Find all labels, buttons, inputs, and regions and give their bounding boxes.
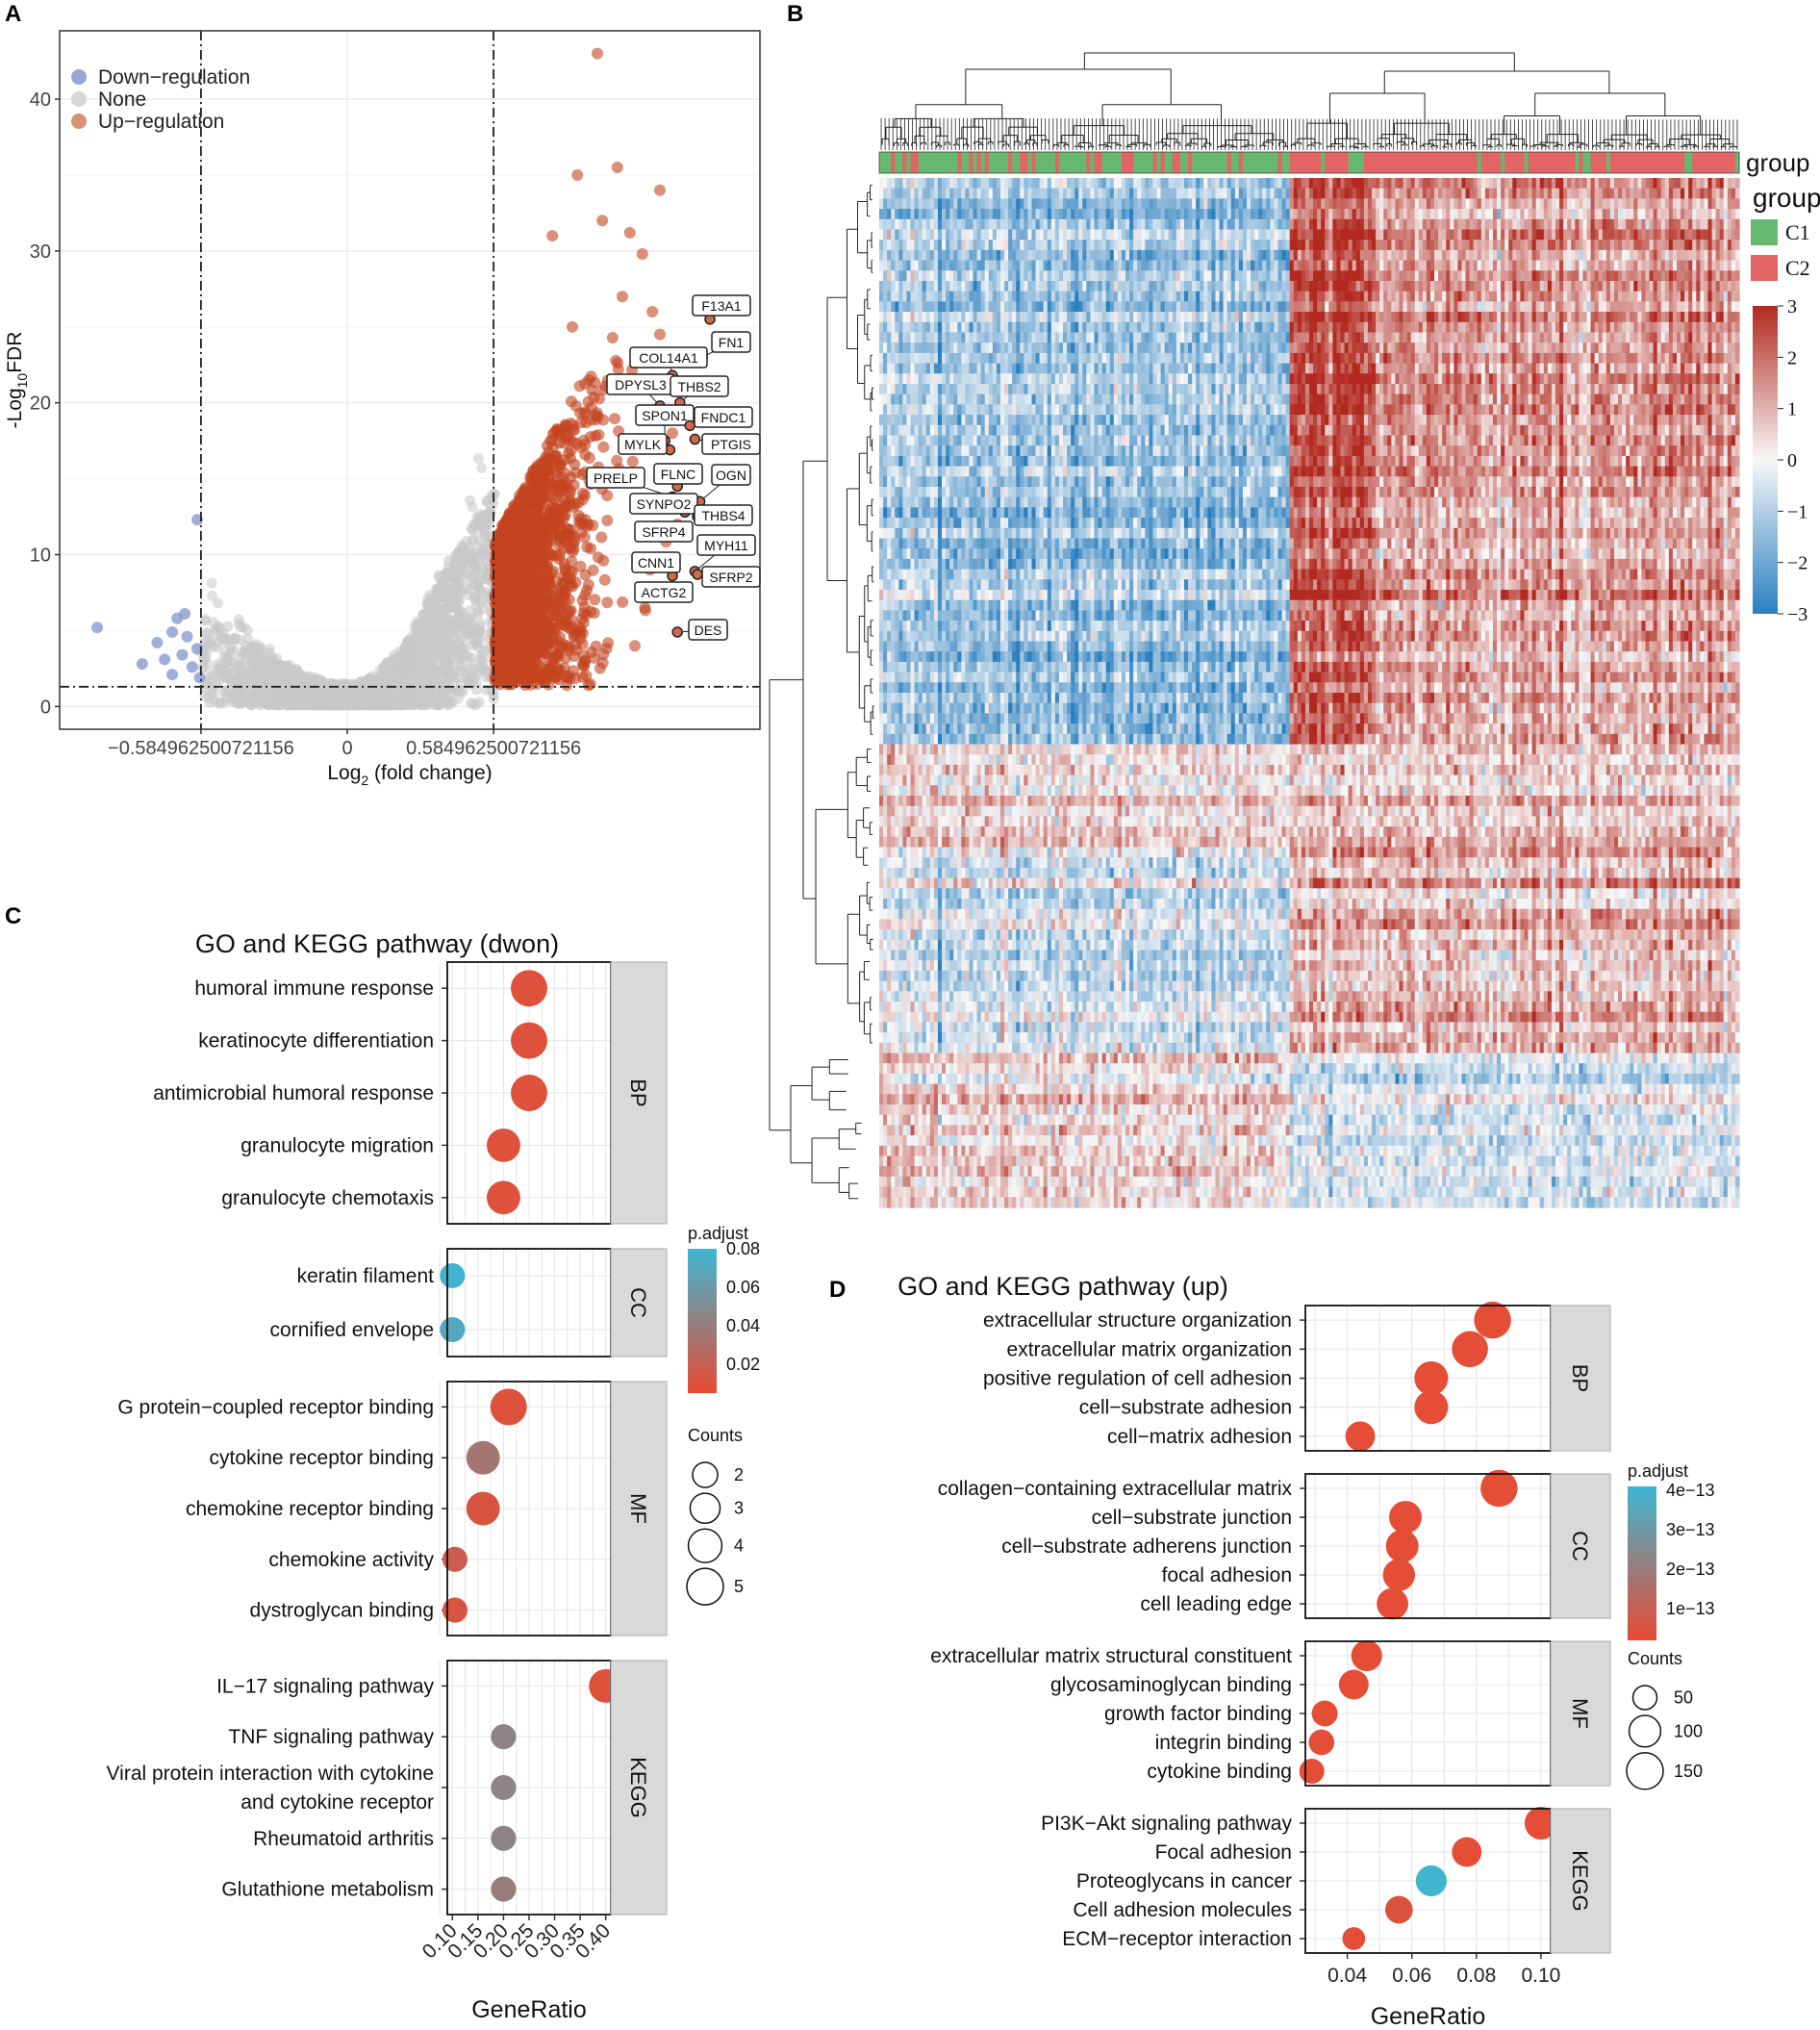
none-point bbox=[473, 453, 484, 464]
panel-label-d: D bbox=[829, 1277, 846, 1303]
panel-label-b: B bbox=[787, 1, 803, 27]
panel-label-c: C bbox=[5, 903, 21, 929]
figure: A B C D F13A1FN1COL14A1DPYSL3 THBS2SPON1 F… bbox=[0, 0, 1820, 2030]
none-point bbox=[476, 463, 487, 473]
panel-label-a: A bbox=[5, 1, 21, 27]
none-point bbox=[465, 495, 475, 506]
